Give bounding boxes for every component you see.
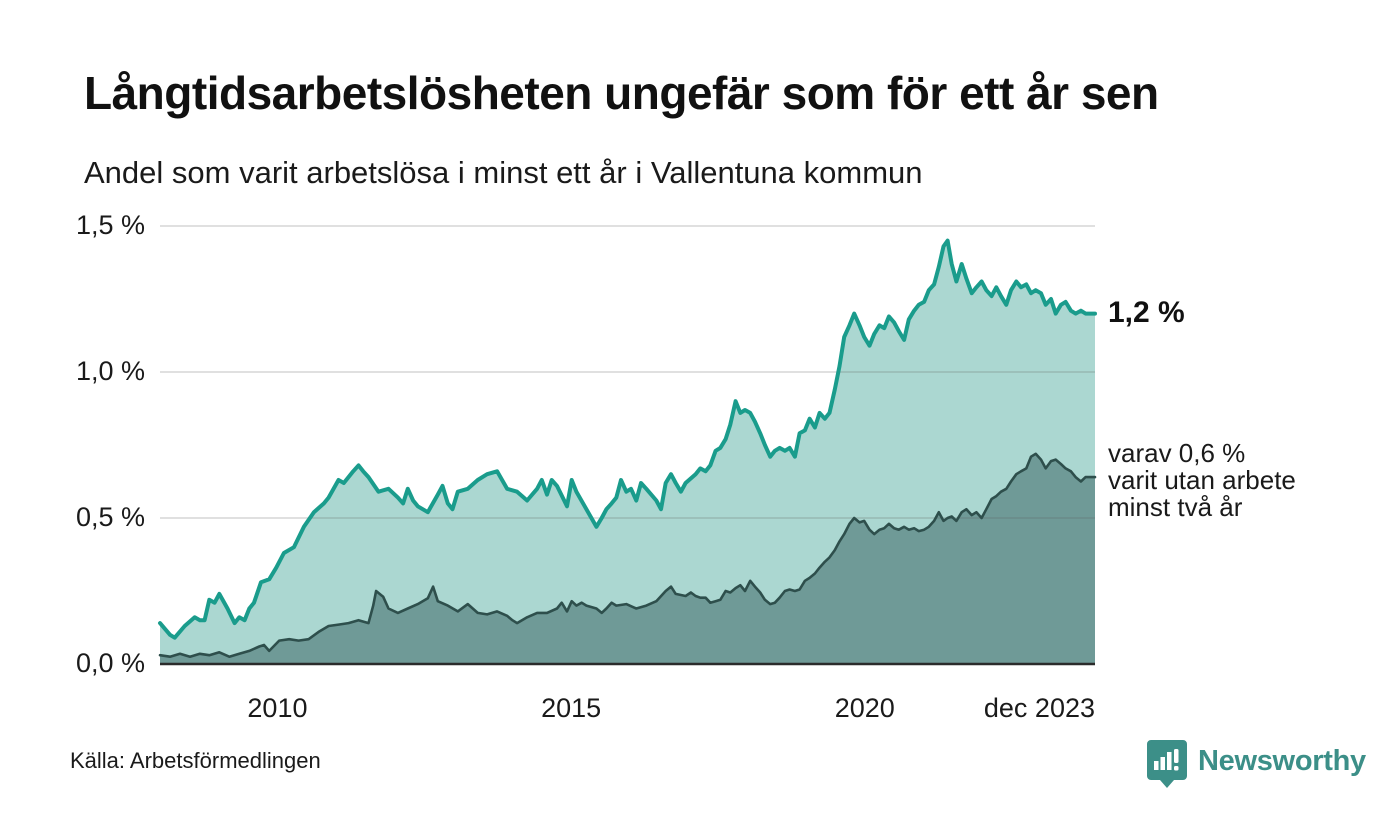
x-tick-label: 2020	[834, 693, 895, 723]
latest-value-annotation: 1,2 %	[1108, 296, 1185, 329]
y-tick-label: 0,5 %	[75, 502, 145, 532]
y-tick-label: 1,0 %	[75, 356, 145, 386]
newsworthy-logo: Newsworthy	[1146, 739, 1366, 794]
source-attribution: Källa: Arbetsförmedlingen	[70, 748, 321, 773]
secondary-annotation-line3: minst två år	[1108, 492, 1243, 522]
y-tick-label: 1,5 %	[75, 210, 145, 240]
y-tick-label: 0,0 %	[75, 648, 145, 678]
secondary-annotation-line1: varav 0,6 %	[1108, 438, 1246, 468]
line-series-2	[158, 452, 1097, 658]
newsworthy-chart-pin-icon	[1146, 739, 1188, 794]
x-tick-label: 2015	[541, 693, 602, 723]
line-series-1	[158, 238, 1097, 640]
chart-subtitle: Andel som varit arbetslösa i minst ett å…	[84, 155, 923, 190]
secondary-series-annotation: varav 0,6 % varit utan arbete minst två …	[1108, 440, 1296, 521]
x-tick-label: dec 2023	[983, 693, 1095, 723]
secondary-annotation-line2: varit utan arbete	[1108, 465, 1296, 495]
page-title: Långtidsarbetslösheten ungefär som för e…	[84, 67, 1159, 119]
newsworthy-wordmark: Newsworthy	[1198, 745, 1366, 777]
x-tick-label: 2010	[247, 693, 308, 723]
